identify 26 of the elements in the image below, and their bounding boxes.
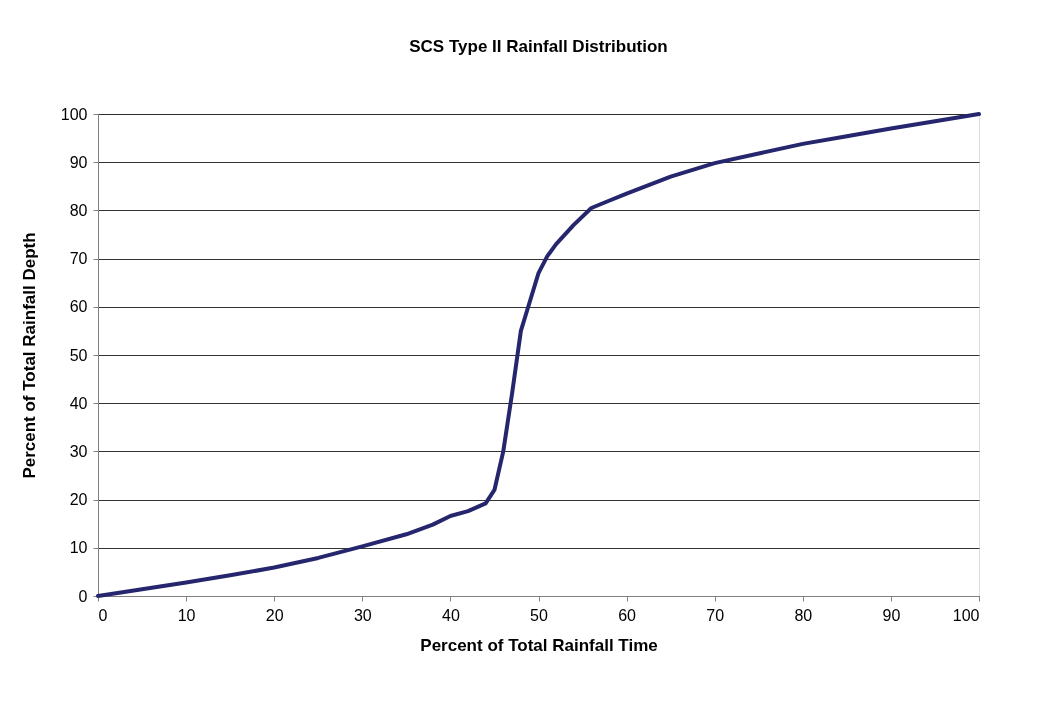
x-tick-label: 10: [177, 606, 196, 624]
x-tick-label: 100: [952, 606, 980, 624]
y-tick-label: 0: [78, 587, 88, 605]
y-tick-label: 80: [69, 201, 88, 219]
x-tick-label: 20: [265, 606, 284, 624]
y-tick-label: 10: [69, 539, 88, 557]
chart-title: SCS Type II Rainfall Distribution: [409, 37, 668, 56]
line-series: [96, 112, 981, 598]
y-tick-label: 70: [69, 250, 88, 268]
x-tick-label: 50: [530, 606, 548, 624]
x-tick-label: 90: [882, 606, 901, 624]
x-tick-label: 80: [794, 606, 813, 624]
y-axis-title: Percent of Total Rainfall Depth: [19, 232, 39, 479]
y-tick-label: 60: [69, 298, 88, 316]
x-tick-label: 30: [353, 606, 372, 624]
y-tick-label: 100: [60, 105, 88, 123]
y-tick-label: 30: [69, 442, 88, 460]
x-tick-label: 40: [442, 606, 460, 624]
x-tick-label: 60: [618, 606, 637, 624]
x-tick-label: 0: [98, 606, 108, 624]
x-axis-title: Percent of Total Rainfall Time: [420, 635, 658, 655]
y-tick-label: 90: [69, 153, 88, 171]
x-tick-label: 70: [706, 606, 725, 624]
y-tick-label: 40: [69, 394, 88, 412]
y-tick-label: 20: [69, 491, 88, 509]
y-tick-label: 50: [69, 346, 88, 364]
